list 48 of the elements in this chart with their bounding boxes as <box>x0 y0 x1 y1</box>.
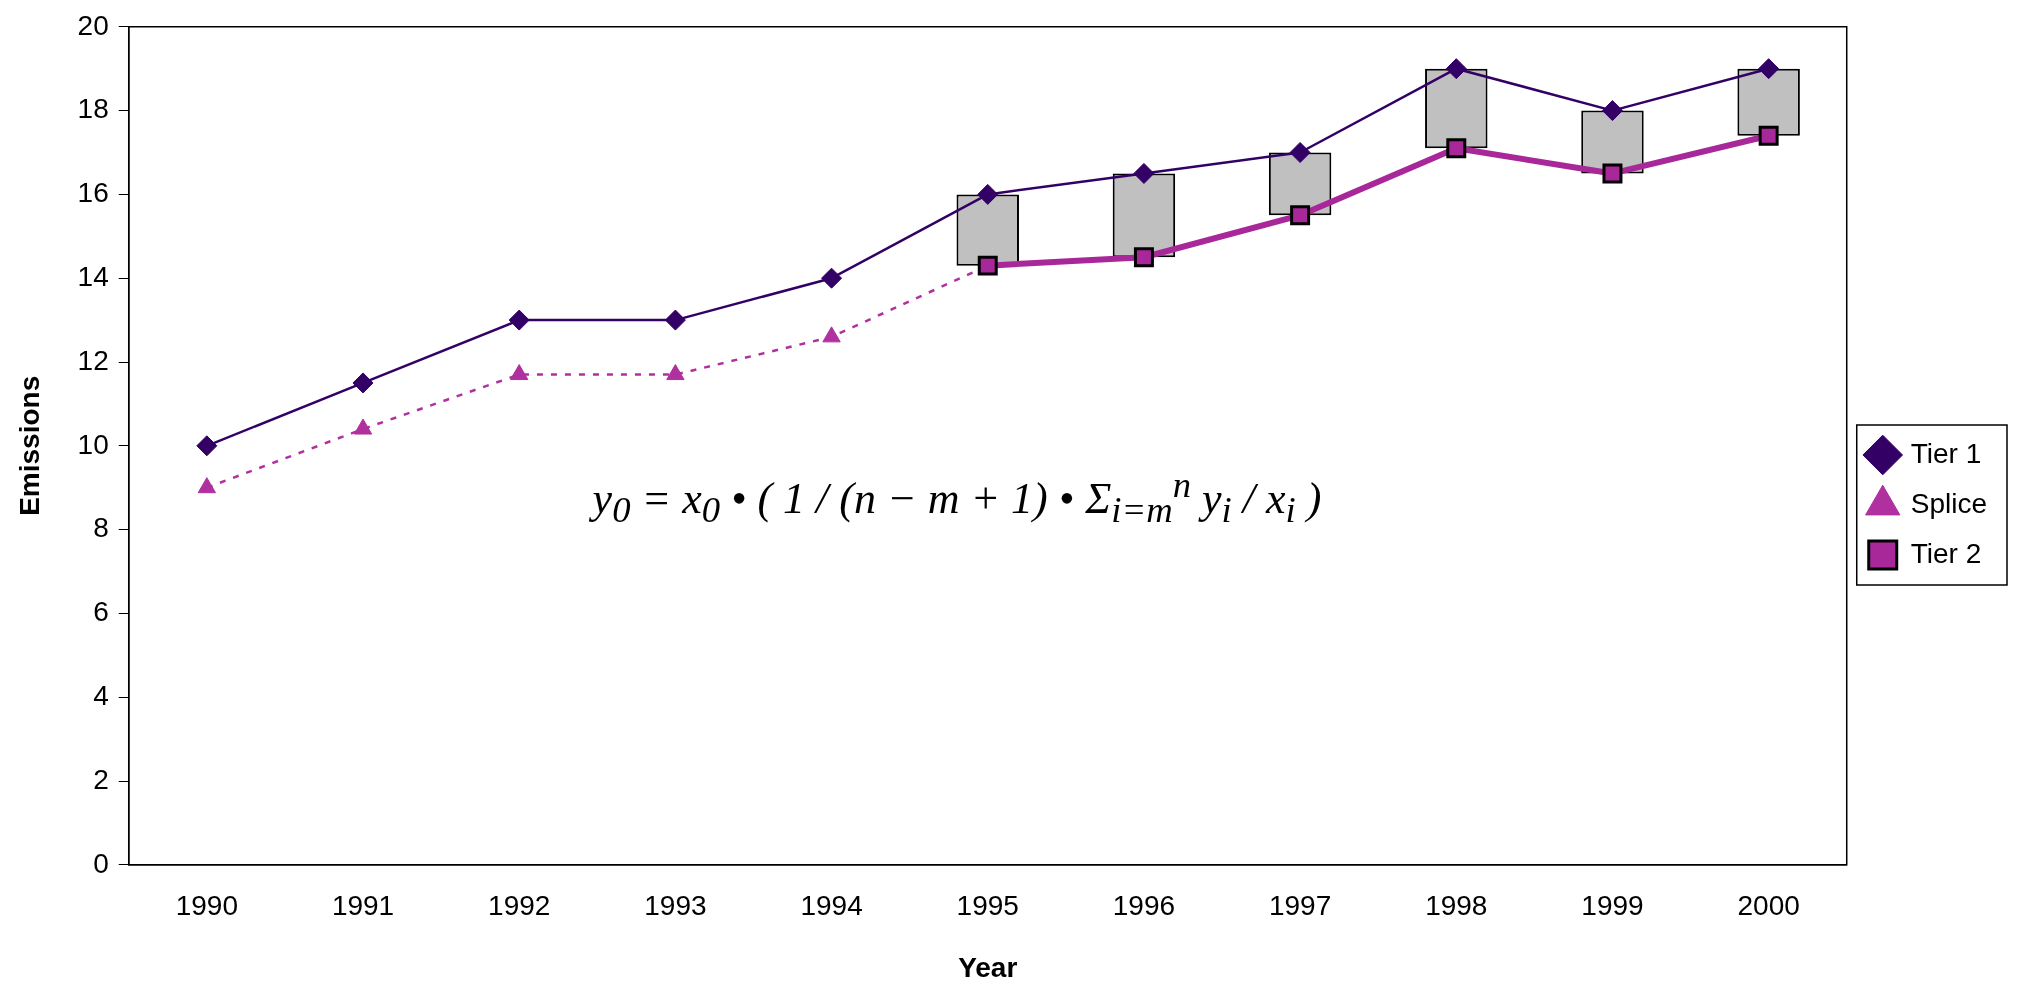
y-tick-label: 10 <box>77 428 109 460</box>
y-tick-label: 14 <box>77 260 109 292</box>
legend-label: Tier 1 <box>1910 437 1982 469</box>
x-tick-label: 1994 <box>800 890 863 922</box>
point <box>666 364 685 381</box>
x-tick-label: 1996 <box>1112 890 1176 922</box>
point <box>1133 247 1154 268</box>
y-tick-label: 12 <box>77 344 109 376</box>
point <box>1758 125 1779 146</box>
legend-label: Splice <box>1910 487 1987 519</box>
point <box>1289 142 1311 163</box>
legend-label: Tier 2 <box>1910 537 1982 569</box>
x-tick-label: 1990 <box>175 890 238 922</box>
x-tick-label: 1993 <box>644 890 707 922</box>
y-tick-label: 18 <box>77 93 109 125</box>
point <box>1601 100 1623 122</box>
point <box>1758 58 1780 80</box>
x-tick-label: 1998 <box>1425 890 1488 922</box>
x-tick-label: 1995 <box>956 890 1019 922</box>
point <box>1290 205 1311 226</box>
y-tick-label: 16 <box>77 177 109 209</box>
point <box>197 477 216 494</box>
x-tick-label: 1991 <box>331 890 395 922</box>
x-axis-title: Year <box>958 951 1018 983</box>
point <box>1133 162 1155 184</box>
point <box>821 267 843 289</box>
y-tick-label: 2 <box>93 763 109 795</box>
point <box>1602 163 1623 184</box>
x-tick-label: 1992 <box>488 890 551 922</box>
point <box>353 418 373 435</box>
point <box>510 364 529 381</box>
x-tick-label: 2000 <box>1737 890 1800 922</box>
x-tick-label: 1997 <box>1268 890 1332 922</box>
y-tick-label: 0 <box>93 847 109 879</box>
y-tick-label: 4 <box>93 679 109 711</box>
x-tick-label: 1999 <box>1581 890 1644 922</box>
point <box>822 326 841 343</box>
point <box>664 309 686 331</box>
point <box>352 372 374 394</box>
point <box>508 309 530 331</box>
point <box>196 435 218 457</box>
y-tick-label: 8 <box>93 512 109 544</box>
y-tick-label: 20 <box>77 9 109 41</box>
y-tick-label: 6 <box>93 596 109 628</box>
y-axis-title: Emissions <box>13 375 45 516</box>
point <box>1445 58 1467 80</box>
point <box>977 183 999 205</box>
point <box>1446 138 1467 159</box>
